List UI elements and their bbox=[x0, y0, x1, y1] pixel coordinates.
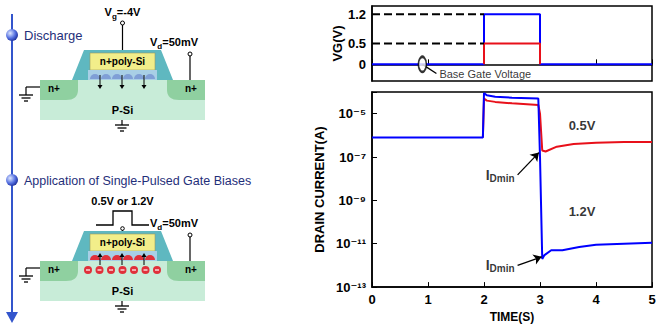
svg-text:1: 1 bbox=[424, 292, 431, 307]
svg-text:10⁻⁵: 10⁻⁵ bbox=[339, 106, 366, 121]
svg-text:P-Si: P-Si bbox=[112, 104, 133, 116]
svg-text:n+poly-Si: n+poly-Si bbox=[100, 237, 146, 248]
svg-text:0: 0 bbox=[368, 292, 375, 307]
svg-text:1.2V: 1.2V bbox=[569, 204, 596, 219]
svg-text:0.5V: 0.5V bbox=[569, 118, 596, 133]
svg-text:10⁻⁹: 10⁻⁹ bbox=[339, 193, 367, 208]
svg-text:n+: n+ bbox=[185, 83, 197, 94]
svg-text:0: 0 bbox=[359, 57, 366, 72]
svg-text:VG(V): VG(V) bbox=[330, 25, 345, 61]
svg-text:4: 4 bbox=[592, 292, 600, 307]
svg-text:Application of Single-Pulsed G: Application of Single-Pulsed Gate Biases bbox=[24, 174, 251, 188]
svg-text:10⁻¹³: 10⁻¹³ bbox=[336, 280, 367, 295]
svg-text:DRAIN CURRENT(A): DRAIN CURRENT(A) bbox=[312, 126, 327, 252]
svg-text:0.5V or 1.2V: 0.5V or 1.2V bbox=[91, 195, 154, 207]
svg-text:I: I bbox=[486, 257, 490, 273]
svg-text:Vd=50mV: Vd=50mV bbox=[150, 36, 199, 51]
svg-text:Vd=50mV: Vd=50mV bbox=[150, 217, 199, 232]
svg-text:I: I bbox=[486, 167, 490, 183]
svg-text:3: 3 bbox=[536, 292, 543, 307]
svg-text:2: 2 bbox=[480, 292, 487, 307]
svg-text:0.5: 0.5 bbox=[348, 36, 366, 51]
svg-text:Base Gate Voltage: Base Gate Voltage bbox=[439, 68, 531, 80]
svg-text:10⁻⁷: 10⁻⁷ bbox=[339, 150, 366, 165]
svg-text:n+: n+ bbox=[48, 83, 60, 94]
svg-text:1.2: 1.2 bbox=[348, 7, 366, 22]
svg-text:P-Si: P-Si bbox=[112, 285, 133, 297]
svg-text:n+poly-Si: n+poly-Si bbox=[100, 56, 146, 67]
svg-text:TIME(S): TIME(S) bbox=[490, 310, 535, 324]
svg-text:Vg=-4V: Vg=-4V bbox=[105, 6, 141, 21]
svg-text:n+: n+ bbox=[185, 264, 197, 275]
svg-text:10⁻¹¹: 10⁻¹¹ bbox=[336, 236, 366, 251]
svg-text:Dmin: Dmin bbox=[490, 263, 515, 274]
svg-text:5: 5 bbox=[648, 292, 655, 307]
svg-text:Dmin: Dmin bbox=[490, 173, 515, 184]
svg-text:n+: n+ bbox=[48, 264, 60, 275]
svg-text:Discharge: Discharge bbox=[24, 28, 83, 43]
